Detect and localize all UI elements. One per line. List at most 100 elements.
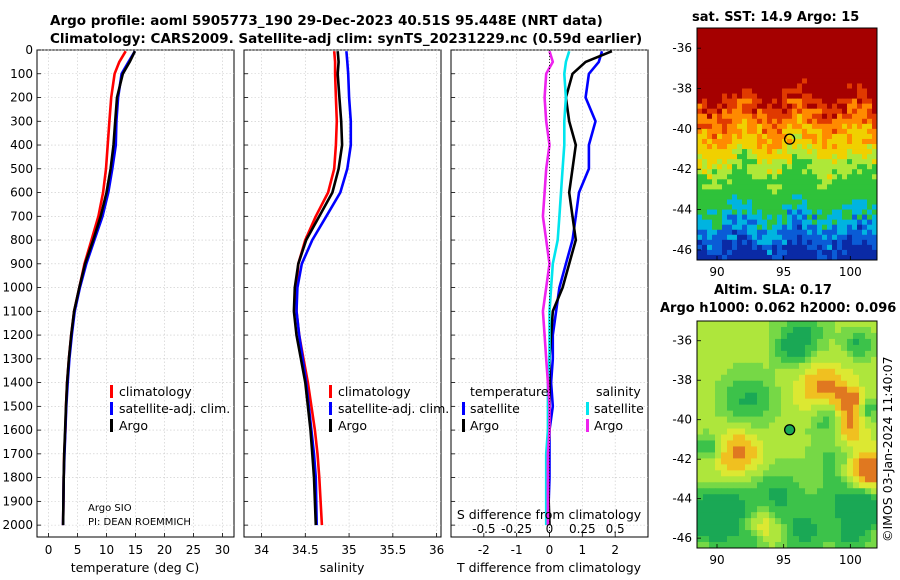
legend-swatch-satellite (329, 402, 332, 415)
x-tick-label: 0 (546, 543, 554, 557)
sst-cell (702, 249, 708, 256)
sst-cell (787, 174, 793, 180)
sst-cell (832, 144, 838, 150)
sla-cell (769, 476, 776, 483)
sla-cell (697, 488, 704, 495)
sst-cell (787, 229, 793, 236)
sst-cell (822, 118, 828, 125)
sst-cell (782, 214, 788, 221)
sst-cell (837, 28, 843, 34)
sla-cell (751, 410, 758, 417)
sla-cell (835, 410, 842, 417)
sst-cell (822, 164, 828, 170)
sst-cell (847, 138, 853, 145)
sla-cell (817, 380, 824, 388)
sla-cell (829, 518, 836, 525)
sla-cell (835, 476, 842, 483)
sla-cell (823, 422, 830, 429)
sla-cell (775, 338, 782, 346)
sla-cell (769, 446, 776, 453)
y-tick-label: 1200 (2, 328, 33, 342)
sst-cell (722, 68, 728, 74)
sst-cell (802, 229, 808, 236)
sst-cell (707, 113, 713, 120)
sst-cell (797, 149, 803, 155)
sst-cell (867, 194, 873, 200)
sst-cell (852, 93, 858, 100)
sla-cell (823, 512, 830, 519)
sst-cell (822, 113, 828, 120)
sst-cell (787, 28, 793, 34)
sla-cell (853, 368, 860, 376)
sst-cell (762, 113, 768, 120)
sst-cell (737, 194, 743, 200)
sla-cell (871, 386, 877, 394)
sst-cell (697, 184, 703, 190)
sst-cell (802, 179, 808, 185)
sst-cell (767, 93, 773, 100)
sst-cell (727, 244, 733, 251)
sst-cell (792, 108, 798, 115)
sst-cell (832, 244, 838, 251)
sst-cell (722, 159, 728, 165)
sst-cell (817, 254, 823, 260)
sst-cell (702, 43, 708, 49)
sla-cell (859, 518, 866, 525)
sla-cell (799, 518, 806, 525)
sla-cell (817, 512, 824, 519)
sst-cell (727, 149, 733, 155)
sla-cell (769, 530, 776, 537)
sst-cell (762, 63, 768, 69)
sst-cell (812, 154, 818, 160)
sla-cell (775, 344, 782, 352)
sst-cell (847, 33, 853, 39)
sst-cell (797, 28, 803, 34)
sla-cell (865, 464, 872, 471)
sst-cell (757, 144, 763, 150)
sst-cell (732, 204, 738, 210)
sst-cell (787, 118, 793, 125)
sst-cell (747, 254, 753, 260)
sla-cell (865, 458, 872, 465)
sla-cell (733, 386, 740, 394)
sst-cell (752, 128, 758, 135)
sla-cell (757, 356, 764, 364)
sla-cell (805, 476, 812, 483)
sla-cell (703, 338, 710, 346)
sst-cell (842, 229, 848, 236)
sla-cell (763, 500, 770, 507)
sst-cell (722, 58, 728, 64)
sla-cell (829, 446, 836, 453)
sst-cell (717, 239, 723, 246)
sst-cell (717, 234, 723, 241)
sst-cell (717, 88, 723, 94)
sst-cell (822, 53, 828, 59)
sst-cell (697, 254, 703, 260)
sla-cell (763, 476, 770, 483)
sst-cell (757, 199, 763, 205)
sst-cell (832, 33, 838, 39)
sst-cell (797, 38, 803, 44)
sla-cell (811, 398, 818, 406)
sst-cell (832, 103, 838, 110)
credit-institution: Argo SIO (88, 503, 132, 514)
sst-cell (827, 194, 833, 200)
sla-cell (823, 524, 830, 531)
sst-cell (757, 133, 763, 140)
sst-cell (807, 138, 813, 145)
sst-cell (797, 123, 803, 130)
sla-cell (769, 422, 776, 429)
sla-cell (757, 332, 764, 340)
sla-cell (745, 452, 752, 459)
sla-cell (727, 512, 734, 519)
sst-cell (752, 254, 758, 260)
sst-cell (837, 149, 843, 155)
sst-cell (742, 53, 748, 59)
sla-cell (739, 518, 746, 525)
sst-cell (822, 179, 828, 185)
sla-cell (733, 422, 740, 429)
sst-cell (792, 194, 798, 200)
sla-cell (781, 482, 788, 489)
sst-cell (717, 78, 723, 84)
sla-cell (751, 321, 758, 328)
